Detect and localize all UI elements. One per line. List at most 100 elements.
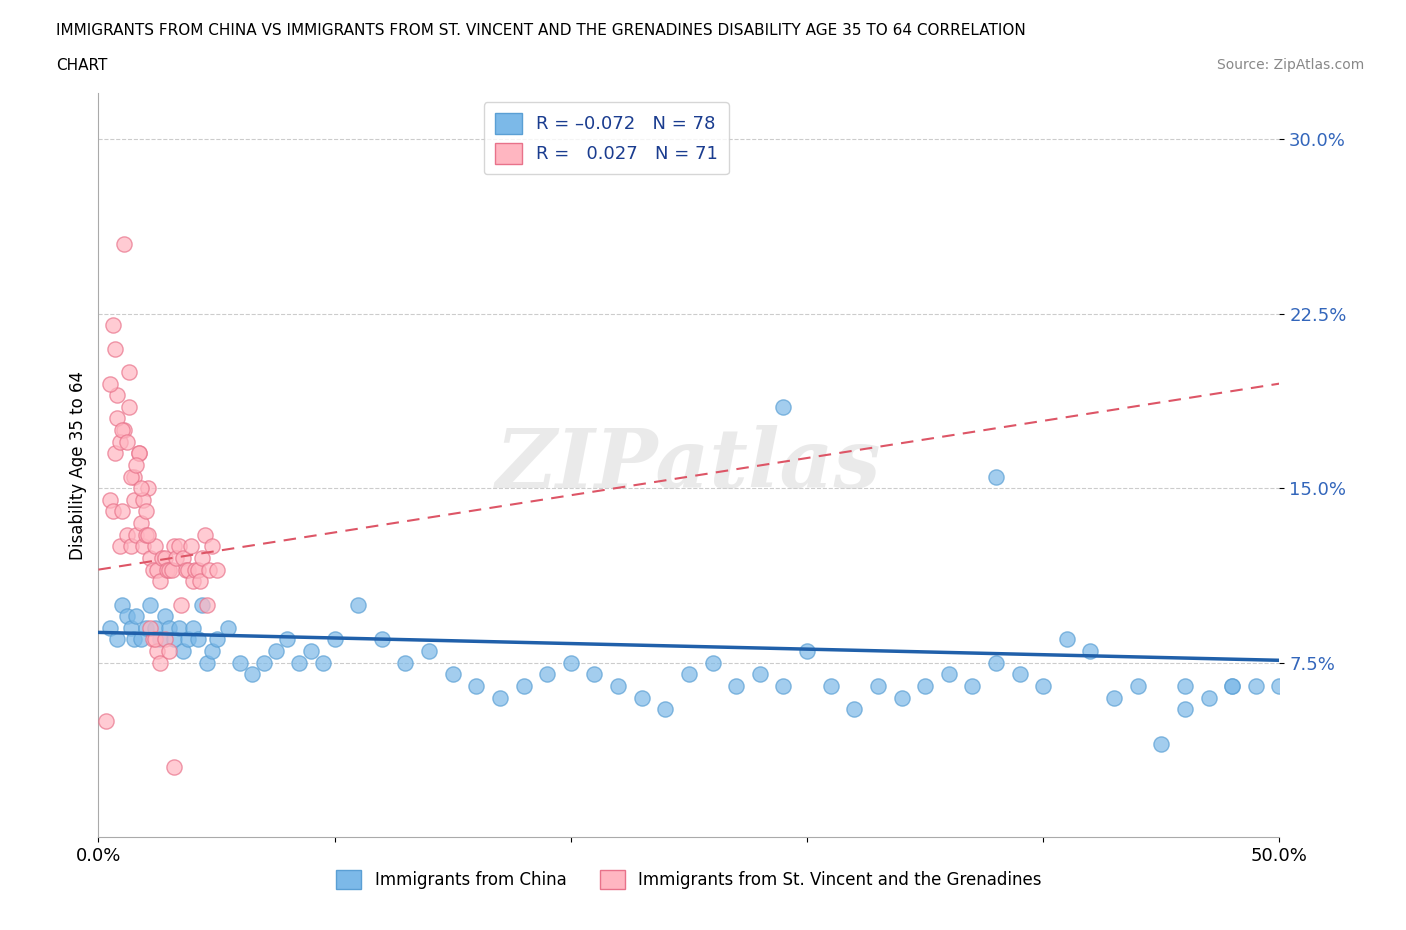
- Point: [143, 539, 166, 554]
- Point: [299, 644, 322, 658]
- Point: [135, 504, 157, 519]
- Point: [163, 539, 186, 554]
- Point: [111, 504, 134, 519]
- Point: [129, 632, 152, 647]
- Point: [128, 445, 150, 460]
- Point: [125, 458, 148, 472]
- Point: [264, 644, 287, 658]
- Point: [118, 365, 141, 379]
- Point: [181, 620, 204, 635]
- Point: [157, 620, 180, 635]
- Point: [129, 515, 152, 530]
- Point: [111, 597, 134, 612]
- Point: [253, 656, 276, 671]
- Point: [465, 679, 488, 694]
- Point: [702, 656, 724, 671]
- Point: [1008, 667, 1031, 682]
- Point: [201, 539, 224, 554]
- Point: [184, 562, 207, 577]
- Point: [418, 644, 440, 658]
- Point: [217, 620, 239, 635]
- Point: [1150, 737, 1173, 751]
- Point: [172, 644, 194, 658]
- Point: [1174, 679, 1197, 694]
- Point: [139, 551, 162, 565]
- Point: [121, 469, 143, 484]
- Point: [139, 620, 162, 635]
- Point: [914, 679, 936, 694]
- Point: [132, 493, 155, 508]
- Point: [139, 597, 162, 612]
- Point: [191, 551, 214, 565]
- Point: [512, 679, 534, 694]
- Point: [1032, 679, 1054, 694]
- Point: [172, 551, 194, 565]
- Point: [132, 539, 155, 554]
- Point: [630, 690, 652, 705]
- Point: [394, 656, 416, 671]
- Point: [146, 644, 169, 658]
- Point: [607, 679, 630, 694]
- Point: [844, 702, 866, 717]
- Point: [121, 620, 143, 635]
- Point: [725, 679, 748, 694]
- Point: [163, 632, 186, 647]
- Point: [98, 376, 121, 391]
- Point: [101, 504, 124, 519]
- Point: [820, 679, 842, 694]
- Point: [153, 551, 176, 565]
- Point: [678, 667, 700, 682]
- Point: [156, 562, 179, 577]
- Point: [1102, 690, 1125, 705]
- Point: [1220, 679, 1243, 694]
- Point: [142, 632, 165, 647]
- Point: [201, 644, 224, 658]
- Point: [198, 562, 221, 577]
- Point: [167, 620, 190, 635]
- Point: [94, 713, 117, 728]
- Point: [122, 632, 145, 647]
- Point: [866, 679, 889, 694]
- Point: [962, 679, 984, 694]
- Point: [135, 620, 157, 635]
- Point: [150, 551, 173, 565]
- Point: [1174, 702, 1197, 717]
- Point: [890, 690, 912, 705]
- Point: [111, 422, 134, 438]
- Point: [136, 527, 159, 542]
- Point: [125, 527, 148, 542]
- Point: [115, 527, 138, 542]
- Point: [1220, 679, 1243, 694]
- Point: [142, 562, 165, 577]
- Point: [98, 493, 121, 508]
- Point: [136, 481, 159, 496]
- Point: [157, 562, 180, 577]
- Point: [489, 690, 512, 705]
- Point: [174, 562, 197, 577]
- Point: [122, 469, 145, 484]
- Point: [108, 539, 131, 554]
- Point: [149, 632, 172, 647]
- Point: [121, 539, 143, 554]
- Point: [105, 632, 128, 647]
- Point: [157, 644, 180, 658]
- Point: [108, 434, 131, 449]
- Point: [288, 656, 311, 671]
- Legend: Immigrants from China, Immigrants from St. Vincent and the Grenadines: Immigrants from China, Immigrants from S…: [329, 863, 1049, 896]
- Point: [170, 597, 193, 612]
- Point: [748, 667, 770, 682]
- Point: [135, 527, 157, 542]
- Point: [112, 237, 135, 252]
- Point: [560, 656, 582, 671]
- Point: [1268, 679, 1291, 694]
- Point: [187, 632, 209, 647]
- Point: [105, 388, 128, 403]
- Point: [1080, 644, 1102, 658]
- Point: [149, 656, 172, 671]
- Point: [205, 632, 228, 647]
- Point: [583, 667, 606, 682]
- Point: [312, 656, 335, 671]
- Text: IMMIGRANTS FROM CHINA VS IMMIGRANTS FROM ST. VINCENT AND THE GRENADINES DISABILI: IMMIGRANTS FROM CHINA VS IMMIGRANTS FROM…: [56, 23, 1026, 38]
- Point: [160, 562, 183, 577]
- Point: [180, 539, 202, 554]
